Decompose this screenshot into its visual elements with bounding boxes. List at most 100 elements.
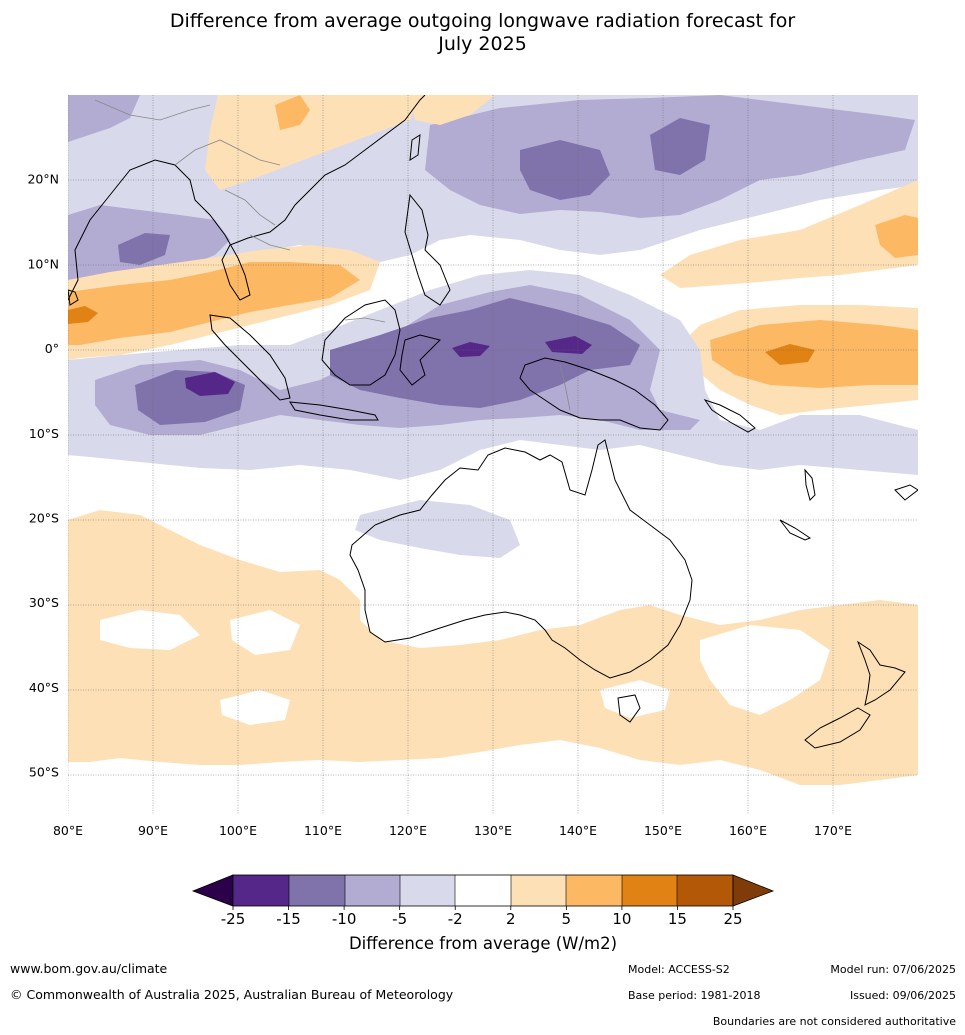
new-guinea-coastline [519, 357, 669, 431]
colorbar-swatch [622, 875, 677, 906]
philippines-coastline [404, 193, 451, 306]
longitude-tick-label: 90°E [138, 823, 168, 838]
australia-coastline [349, 439, 693, 679]
model-run-text: Model run: 07/06/2025 [830, 963, 956, 976]
latitude-tick-label: 0° [45, 341, 59, 356]
anomaly-region [355, 500, 520, 558]
java-coastline [289, 401, 379, 421]
anomaly-region [100, 610, 200, 650]
anomaly-region [118, 233, 170, 265]
sri-lanka-coastline [68, 289, 79, 306]
latitude-tick-labels: 20°N 10°N 0° 10°S 20°S 30°S 40°S 50°S [27, 172, 59, 780]
title-line-2: July 2025 [438, 33, 527, 55]
anomaly-region [765, 344, 815, 365]
colorbar-swatch [566, 875, 622, 906]
latitude-tick-label: 10°N [27, 256, 59, 271]
copyright-text: © Commonwealth of Australia 2025, Austra… [10, 987, 454, 1002]
vanuatu-coastline [804, 468, 816, 501]
latitude-tick-label: 20°N [27, 172, 59, 187]
anomaly-region [600, 680, 670, 718]
border-line [94, 99, 211, 121]
anomaly-region [68, 95, 140, 142]
new-caledonia-coastline [779, 519, 812, 541]
longitude-tick-labels: 80°E 90°E 100°E 110°E 120°E 130°E 140°E 150°E 16… [53, 823, 852, 838]
anomaly-region [520, 140, 610, 200]
anomaly-region [875, 215, 918, 258]
new-zealand-south-coastline [804, 707, 871, 749]
anomaly-region [660, 180, 918, 288]
tasmania-coastline [617, 694, 641, 723]
base-period-text: Base period: 1981-2018 [628, 989, 761, 1002]
colorbar-extend-high [732, 874, 775, 907]
anomaly-region [185, 372, 235, 396]
colorbar-outline [232, 874, 734, 907]
colorbar-swatch [345, 875, 400, 906]
anomaly-region [650, 118, 710, 175]
issued-text: Issued: 09/06/2025 [849, 989, 956, 1002]
colorbar-swatch [455, 875, 511, 906]
colorbar-tick-label: 25 [723, 910, 742, 928]
sumatra-coastline [209, 314, 291, 401]
borneo-coastline [321, 299, 401, 386]
colorbar-tick-label: -15 [276, 910, 301, 928]
longitude-tick-label: 140°E [559, 823, 597, 838]
anomaly-region [545, 336, 592, 354]
chart-title: Difference from average outgoing longwav… [0, 10, 965, 56]
anomaly-region [230, 610, 300, 655]
longitude-tick-label: 120°E [389, 823, 427, 838]
gridlines [68, 95, 918, 815]
latitude-tick-label: 10°S [29, 426, 59, 441]
colorbar-swatch [400, 875, 455, 906]
colorbar-swatch [677, 875, 733, 906]
anomaly-region [220, 690, 290, 725]
longitude-tick-label: 150°E [644, 823, 682, 838]
colorbar-tick-label: 2 [506, 910, 516, 928]
border-line [559, 364, 571, 411]
latitude-tick-label: 50°S [29, 765, 59, 780]
anomaly-region [275, 95, 310, 130]
anomaly-region [710, 320, 918, 388]
longitude-tick-label: 110°E [304, 823, 342, 838]
border-line [174, 139, 281, 166]
sulawesi-coastline [399, 334, 441, 386]
longitude-tick-label: 170°E [814, 823, 852, 838]
colorbar-tick-label: 15 [668, 910, 687, 928]
anomaly-region [700, 625, 830, 715]
map-area [68, 95, 918, 815]
asia-coastline [68, 95, 426, 301]
anomaly-region [330, 298, 640, 408]
solomon-islands-coastline [703, 399, 756, 433]
taiwan-coastline [409, 134, 421, 161]
colorbar-swatch [233, 875, 289, 906]
latitude-tick-label: 30°S [29, 595, 59, 610]
colorbar: -25 -15 -10 -5 -2 2 5 10 15 25 Difference from av… [191, 874, 775, 953]
colorbar-tick-label: 10 [612, 910, 631, 928]
coastlines [68, 95, 918, 749]
website-link[interactable]: www.bom.gov.au/climate [10, 961, 168, 976]
colorbar-tick-label: -2 [448, 910, 463, 928]
border-line [344, 317, 386, 323]
anomaly-region [68, 306, 98, 324]
colorbar-swatch [511, 875, 566, 906]
border-line [224, 189, 276, 226]
model-text: Model: ACCESS-S2 [628, 963, 730, 976]
title-line-1: Difference from average outgoing longwav… [169, 10, 796, 32]
anomaly-region [410, 95, 495, 125]
colorbar-tick-label: -25 [221, 910, 246, 928]
anomaly-region [452, 342, 490, 357]
colorbar-tick-labels: -25 -15 -10 -5 -2 2 5 10 15 25 [221, 906, 743, 928]
anomaly-region [68, 262, 360, 345]
colorbar-swatch [289, 875, 345, 906]
colorbar-extend-low [191, 874, 234, 907]
fiji-coastline [894, 484, 918, 501]
colorbar-tick-label: 5 [562, 910, 572, 928]
colorbar-tick-label: -5 [392, 910, 407, 928]
latitude-tick-label: 40°S [29, 680, 59, 695]
longitude-tick-label: 80°E [53, 823, 83, 838]
country-borders [94, 99, 571, 411]
anomaly-region [205, 95, 420, 190]
longitude-tick-label: 130°E [474, 823, 512, 838]
colorbar-tick-label: -10 [332, 910, 357, 928]
longitude-tick-label: 100°E [219, 823, 257, 838]
